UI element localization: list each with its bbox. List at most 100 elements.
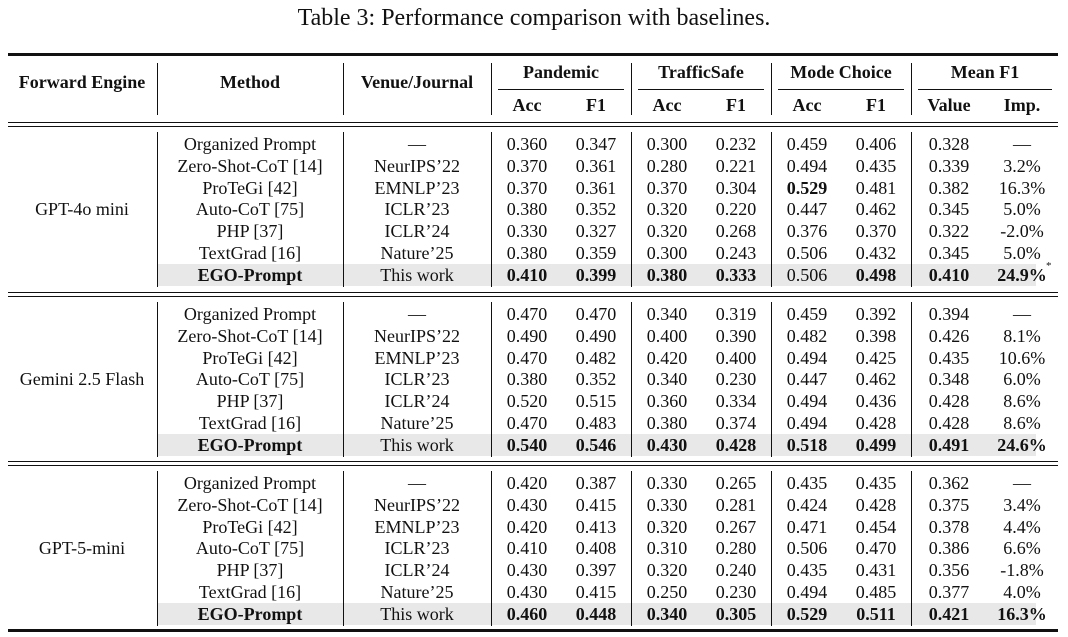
vline-header-3 [491,63,492,115]
value-cell: 0.436 [855,391,897,412]
value-cell: 0.518 [786,434,828,455]
value-cell: 0.378 [928,516,970,537]
column-separator [491,471,492,626]
value-cell: 0.359 [575,243,617,263]
method-cell: ProTeGi [42] [202,347,298,368]
value-cell: 0.360 [646,391,688,412]
forward-engine-label: Gemini 2.5 Flash [19,369,145,390]
value-cell: 0.428 [855,413,897,433]
value-cell: 0.470 [506,347,548,368]
value-cell: 0.356 [928,560,970,581]
value-cell: 0.345 [928,199,970,220]
value-cell: 0.328 [928,134,970,154]
value-cell: 24.9% [997,264,1047,285]
value-cell: 0.529 [786,177,828,198]
value-cell: 0.413 [575,516,617,537]
group-underline-trafficsafe [638,89,764,90]
method-cell: ProTeGi [42] [202,516,298,537]
value-cell: 0.494 [786,413,828,433]
value-cell: 0.333 [715,264,757,285]
venue-cell: — [408,304,426,324]
value-cell: 0.320 [646,560,688,581]
venue-cell: — [408,473,426,493]
subheader-trafficsafe-f1: F1 [726,95,746,115]
subheader-pandemic-f1: F1 [586,95,606,115]
value-cell: 0.428 [855,494,897,515]
method-cell: ProTeGi [42] [202,177,298,198]
venue-cell: ICLR’23 [384,369,450,390]
header-forward-engine: Forward Engine [18,72,146,92]
group-underline-pandemic [498,89,624,90]
method-cell: EGO-Prompt [197,434,303,455]
value-cell: 0.390 [715,325,757,346]
table-row: TextGrad [16] Nature’25 0.470 0.483 0.380 0.3… [8,412,1058,434]
significance-marker: * [1046,259,1052,272]
value-cell: 24.6% [997,434,1047,455]
table-row: EGO-Prompt This work 0.460 0.448 0.340 0.305 0… [158,602,1047,625]
table-row: TextGrad [16] Nature’25 0.380 0.359 0.300 0.2… [8,242,1058,264]
vline-header-5 [771,63,772,115]
venue-cell: Nature’25 [380,243,454,263]
column-separator [631,302,632,457]
value-cell: 0.370 [506,155,548,176]
value-cell: 0.410 [506,538,548,559]
value-cell: 0.447 [786,369,828,390]
value-cell: 0.230 [715,369,757,390]
value-cell: 0.330 [646,473,688,493]
value-cell: 0.462 [855,369,897,390]
table-row: ProTeGi [42] EMNLP’23 0.420 0.413 0.320 0.267… [8,516,1058,538]
method-cell: EGO-Prompt [197,603,303,624]
venue-cell: EMNLP’23 [374,516,460,537]
value-cell: 0.370 [646,177,688,198]
method-cell: Auto-CoT [75] [195,369,305,390]
value-cell: 0.470 [506,413,548,433]
value-cell: 0.340 [646,369,688,390]
value-cell: 0.380 [506,243,548,263]
subheader-mode-choice-acc: Acc [792,95,822,115]
value-cell: 0.300 [646,134,688,154]
value-cell: 0.360 [506,134,548,154]
value-cell: 0.435 [786,473,828,493]
table-row: Organized Prompt — 0.420 0.387 0.330 0.265 0.4… [8,472,1058,494]
table-row: Zero-Shot-CoT [14] NeurIPS’22 0.430 0.415 0.… [8,494,1058,516]
method-cell: TextGrad [16] [198,582,302,602]
value-cell: 0.494 [786,391,828,412]
venue-cell: NeurIPS’22 [374,155,460,176]
value-cell: 0.415 [575,494,617,515]
value-cell: 0.382 [928,177,970,198]
value-cell: 0.435 [855,155,897,176]
forward-engine-label: GPT-4o mini [35,199,129,220]
value-cell: 0.322 [928,221,970,242]
value-cell: 0.435 [928,347,970,368]
column-separator [911,302,912,457]
value-cell: 0.448 [575,603,617,624]
table-row: ProTeGi [42] EMNLP’23 0.370 0.361 0.370 0.304… [8,177,1058,199]
value-cell: 0.361 [575,177,617,198]
value-cell: 0.268 [715,221,757,242]
value-cell: 10.6% [998,347,1046,368]
value-cell: 0.375 [928,494,970,515]
value-cell: 0.470 [575,304,617,324]
value-cell: 6.6% [1003,538,1041,559]
value-cell: 0.380 [506,199,548,220]
header-group-mean-f1: Mean F1 [950,62,1020,82]
value-cell: 0.398 [855,325,897,346]
value-cell: 8.6% [1003,413,1041,433]
value-cell: 0.459 [786,134,828,154]
value-cell: — [1013,304,1031,324]
method-cell: TextGrad [16] [198,243,302,263]
value-cell: 0.520 [506,391,548,412]
value-cell: 0.320 [646,516,688,537]
value-cell: 0.397 [575,560,617,581]
table-row: EGO-Prompt This work 0.410 0.399 0.380 0.333 0… [158,260,1052,286]
venue-cell: ICLR’23 [384,199,450,220]
column-separator [343,132,344,287]
column-separator [631,471,632,626]
value-cell: 0.424 [786,494,828,515]
method-cell: TextGrad [16] [198,413,302,433]
table-row: ProTeGi [42] EMNLP’23 0.470 0.482 0.420 0.400… [8,347,1058,369]
value-cell: 0.506 [786,264,828,285]
table-row: Zero-Shot-CoT [14] NeurIPS’22 0.370 0.361 0.… [8,155,1058,177]
value-cell: 0.435 [855,473,897,493]
value-cell: 0.330 [646,494,688,515]
